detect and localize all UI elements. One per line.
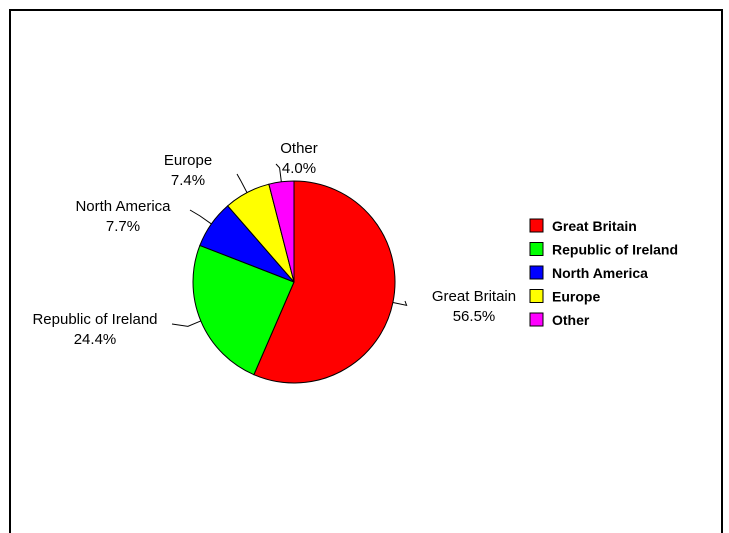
slice-label-europe: Europe bbox=[164, 152, 212, 169]
slice-value-great-britain: 56.5% bbox=[453, 308, 496, 325]
leader-line-other bbox=[275, 163, 282, 182]
slice-label-north-america: North America bbox=[75, 198, 171, 215]
leader-line-europe bbox=[236, 173, 248, 193]
chart-frame bbox=[9, 9, 723, 533]
slice-label-other: Other bbox=[280, 140, 318, 157]
legend: Great Britain Republic of Ireland North Am… bbox=[529, 218, 678, 328]
slice-label-great-britain: Great Britain bbox=[432, 288, 516, 305]
slice-labels: Great Britain 56.5% Republic of Ireland 24.… bbox=[32, 140, 516, 348]
pie-slice-great-britain bbox=[253, 180, 396, 384]
slice-value-north-america: 7.7% bbox=[106, 218, 140, 235]
leader-line-north-america bbox=[189, 209, 212, 225]
slice-value-europe: 7.4% bbox=[171, 172, 205, 189]
slice-value-other: 4.0% bbox=[282, 160, 316, 177]
leader-line-republic-of-ireland bbox=[171, 320, 202, 327]
legend-swatch-republic-of-ireland bbox=[529, 242, 544, 256]
legend-label-great-britain: Great Britain bbox=[552, 218, 637, 234]
legend-label-other: Other bbox=[552, 312, 590, 328]
slice-label-republic-of-ireland: Republic of Ireland bbox=[32, 311, 157, 328]
leader-lines bbox=[171, 163, 408, 327]
legend-swatch-other bbox=[529, 312, 544, 327]
leader-line-great-britain bbox=[392, 300, 408, 306]
pie-slice-republic-of-ireland bbox=[192, 244, 295, 376]
legend-label-europe: Europe bbox=[552, 289, 600, 305]
legend-swatch-europe bbox=[529, 289, 544, 303]
slice-value-republic-of-ireland: 24.4% bbox=[74, 331, 117, 348]
legend-label-north-america: North America bbox=[552, 265, 648, 281]
legend-swatch-great-britain bbox=[529, 218, 544, 233]
pie-slices bbox=[192, 180, 396, 384]
legend-label-republic-of-ireland: Republic of Ireland bbox=[552, 242, 678, 258]
legend-swatch-north-america bbox=[529, 265, 544, 280]
